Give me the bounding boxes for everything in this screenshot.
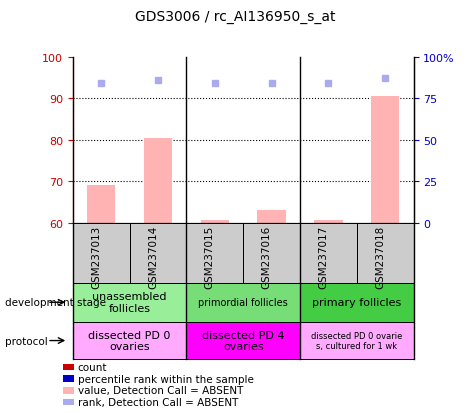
Text: value, Detection Call = ABSENT: value, Detection Call = ABSENT — [78, 385, 243, 395]
Text: GSM237016: GSM237016 — [262, 225, 272, 288]
Bar — [371, 97, 400, 223]
Text: dissected PD 4
ovaries: dissected PD 4 ovaries — [202, 330, 284, 351]
Bar — [258, 211, 286, 223]
Bar — [144, 138, 172, 223]
Text: dissected PD 0 ovarie
s, cultured for 1 wk: dissected PD 0 ovarie s, cultured for 1 … — [311, 331, 402, 350]
Text: GSM237017: GSM237017 — [318, 225, 329, 288]
Text: GSM237014: GSM237014 — [148, 225, 158, 288]
Text: GSM237015: GSM237015 — [205, 225, 215, 288]
Text: rank, Detection Call = ABSENT: rank, Detection Call = ABSENT — [78, 397, 238, 407]
Bar — [87, 186, 116, 223]
Text: GSM237013: GSM237013 — [91, 225, 101, 288]
Bar — [201, 221, 229, 223]
Bar — [314, 221, 343, 223]
Text: GSM237018: GSM237018 — [375, 225, 385, 288]
Text: percentile rank within the sample: percentile rank within the sample — [78, 374, 253, 384]
Text: dissected PD 0
ovaries: dissected PD 0 ovaries — [88, 330, 171, 351]
Text: primordial follicles: primordial follicles — [198, 297, 288, 308]
Text: primary follicles: primary follicles — [312, 297, 401, 308]
Text: development stage: development stage — [5, 297, 106, 308]
Text: count: count — [78, 362, 107, 372]
Text: protocol: protocol — [5, 336, 47, 346]
Text: GDS3006 / rc_AI136950_s_at: GDS3006 / rc_AI136950_s_at — [135, 10, 335, 24]
Text: unassembled
follicles: unassembled follicles — [93, 292, 167, 313]
